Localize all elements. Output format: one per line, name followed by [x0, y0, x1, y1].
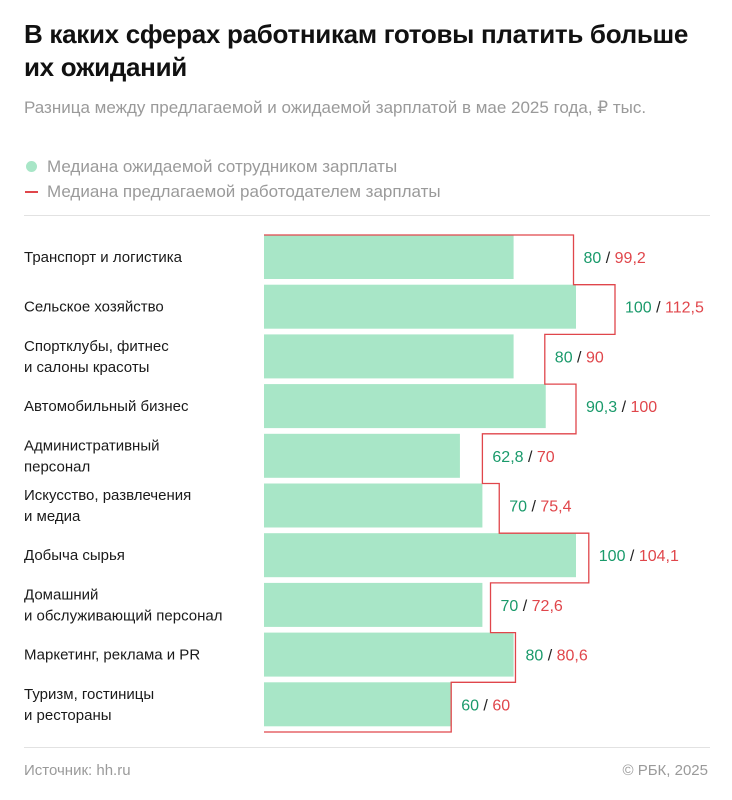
value-expected: 100 — [599, 548, 626, 565]
category-label: Маркетинг, реклама и PR — [24, 647, 200, 664]
value-separator: / — [543, 648, 556, 665]
value-label: 90,3 / 100 — [586, 399, 657, 416]
value-label: 80 / 90 — [555, 349, 604, 366]
copyright: © РБК, 2025 — [622, 762, 708, 779]
value-label: 62,8 / 70 — [492, 449, 554, 466]
category-label-line: Маркетинг, реклама и PR — [24, 647, 200, 664]
category-label: Сельское хозяйство — [24, 299, 164, 316]
value-label: 60 / 60 — [461, 697, 510, 714]
legend-expected-label: Медиана ожидаемой сотрудником зарплаты — [47, 156, 398, 176]
category-label-line: Домашний — [24, 586, 98, 603]
chart-subtitle: Разница между предлагаемой и ожидаемой з… — [24, 98, 647, 117]
category-label: Домашний и обслуживающий персонал — [24, 586, 223, 624]
value-offered: 60 — [492, 697, 510, 714]
category-label: Административный персонал — [24, 437, 160, 475]
bar-expected — [264, 483, 483, 528]
category-label: Искусство, развлечения и медиа — [24, 487, 191, 525]
value-offered: 70 — [537, 449, 555, 466]
value-expected: 80 — [525, 648, 543, 665]
value-offered: 75,4 — [540, 499, 571, 516]
category-label-line: и салоны красоты — [24, 359, 149, 376]
bar-expected — [264, 682, 452, 727]
value-expected: 90,3 — [586, 399, 617, 416]
source-note: Источник: hh.ru — [24, 762, 131, 779]
value-expected: 100 — [625, 300, 652, 317]
value-expected: 80 — [555, 349, 573, 366]
bar-expected — [264, 582, 483, 627]
category-label: Спортклубы, фитнес и салоны красоты — [24, 338, 169, 376]
bar-expected — [264, 533, 576, 578]
bar-expected — [264, 433, 460, 478]
legend-offered-label: Медиана предлагаемой работодателем зарпл… — [47, 181, 441, 201]
offered-outline — [264, 234, 616, 733]
value-label: 70 / 72,6 — [501, 598, 563, 615]
category-label-line: Транспорт и логистика — [24, 249, 183, 266]
value-offered: 72,6 — [532, 598, 563, 615]
value-offered: 80,6 — [557, 648, 588, 665]
bar-expected — [264, 235, 514, 279]
value-offered: 90 — [586, 349, 604, 366]
value-offered: 99,2 — [615, 250, 646, 267]
value-label: 100 / 104,1 — [599, 548, 679, 565]
category-label-line: Туризм, гостиницы — [24, 686, 154, 703]
category-label-line: и обслуживающий персонал — [24, 607, 223, 624]
category-label-line: Сельское хозяйство — [24, 299, 164, 316]
category-label-line: Искусство, развлечения — [24, 487, 191, 504]
chart-title: В каких сферах работникам готовы платить… — [24, 19, 689, 82]
value-separator: / — [518, 598, 531, 615]
divider-top — [24, 215, 710, 216]
value-offered: 104,1 — [639, 548, 679, 565]
category-label: Туризм, гостиницы и рестораны — [24, 686, 154, 724]
value-separator: / — [625, 548, 638, 565]
legend-expected: Медиана ожидаемой сотрудником зарплаты — [24, 154, 441, 179]
category-label-line: персонал — [24, 458, 90, 475]
category-label-line: Автомобильный бизнес — [24, 398, 189, 415]
value-offered: 100 — [630, 399, 657, 416]
value-separator: / — [652, 300, 665, 317]
value-expected: 80 — [584, 250, 602, 267]
value-offered: 112,5 — [665, 300, 704, 317]
value-separator: / — [479, 697, 492, 714]
divider-bottom — [24, 747, 710, 748]
legend-dash-icon — [25, 190, 38, 193]
value-label: 100 / 112,5 — [625, 300, 704, 317]
legend: Медиана ожидаемой сотрудником зарплаты М… — [24, 154, 441, 204]
category-label-line: Добыча сырья — [24, 547, 125, 564]
bar-chart: Транспорт и логистика 80 / 99,2 Сельское х… — [24, 234, 704, 733]
bar-expected — [264, 384, 546, 429]
category-label: Добыча сырья — [24, 547, 125, 564]
value-separator: / — [601, 250, 614, 267]
category-label-line: и медиа — [24, 508, 81, 525]
category-label-line: и рестораны — [24, 707, 112, 724]
legend-offered: Медиана предлагаемой работодателем зарпл… — [24, 179, 441, 204]
value-expected: 60 — [461, 697, 479, 714]
value-separator: / — [573, 349, 586, 366]
bar-expected — [264, 632, 514, 677]
value-label: 80 / 99,2 — [584, 250, 646, 267]
bar-expected — [264, 284, 576, 329]
value-separator: / — [617, 399, 630, 416]
value-separator: / — [524, 449, 537, 466]
value-expected: 62,8 — [492, 449, 523, 466]
category-label-line: Административный — [24, 437, 160, 454]
value-expected: 70 — [509, 499, 527, 516]
value-expected: 70 — [501, 598, 519, 615]
value-label: 80 / 80,6 — [525, 648, 587, 665]
value-label: 70 / 75,4 — [509, 499, 571, 516]
value-separator: / — [527, 499, 540, 516]
bar-expected — [264, 334, 514, 379]
legend-dot-icon — [26, 161, 37, 172]
category-label-line: Спортклубы, фитнес — [24, 338, 169, 355]
category-label: Транспорт и логистика — [24, 249, 183, 266]
category-label: Автомобильный бизнес — [24, 398, 189, 415]
